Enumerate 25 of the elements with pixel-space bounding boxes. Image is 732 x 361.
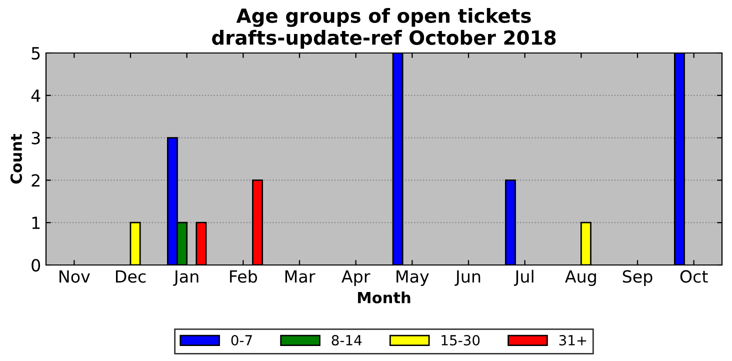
legend-label: 8-14 — [332, 334, 362, 346]
x-tick-label: Nov — [60, 270, 90, 283]
y-axis-title: Count — [10, 134, 22, 184]
y-tick-label: 2 — [32, 174, 40, 187]
x-axis-title: Month — [358, 292, 410, 304]
x-tick-label: Mar — [285, 270, 316, 283]
y-tick-label: 4 — [31, 90, 40, 102]
y-tick-label: 0 — [32, 258, 40, 272]
x-tick-label: Feb — [230, 270, 258, 283]
x-tick-label: May — [396, 270, 429, 286]
x-tick-label: Jul — [514, 270, 534, 286]
chart-title: Age groups of open tickets drafts-update-ref October 2018 — [212, 8, 556, 49]
x-tick-label: Oct — [680, 270, 708, 283]
legend-label: 0-7 — [231, 334, 252, 346]
x-tick-label: Apr — [342, 270, 370, 286]
x-tick-label: Jun — [454, 270, 480, 286]
legend-label: 31+ — [559, 334, 586, 346]
legend-label: 15-30 — [442, 334, 480, 346]
y-tick-label: 3 — [32, 132, 40, 144]
x-tick-label: Sep — [622, 270, 652, 286]
y-tick-label: 1 — [32, 216, 40, 229]
x-tick-label: Dec — [116, 270, 146, 283]
x-tick-label: Aug — [565, 270, 596, 286]
x-tick-label: Jan — [173, 270, 198, 286]
y-tick-label: 5 — [32, 47, 40, 60]
